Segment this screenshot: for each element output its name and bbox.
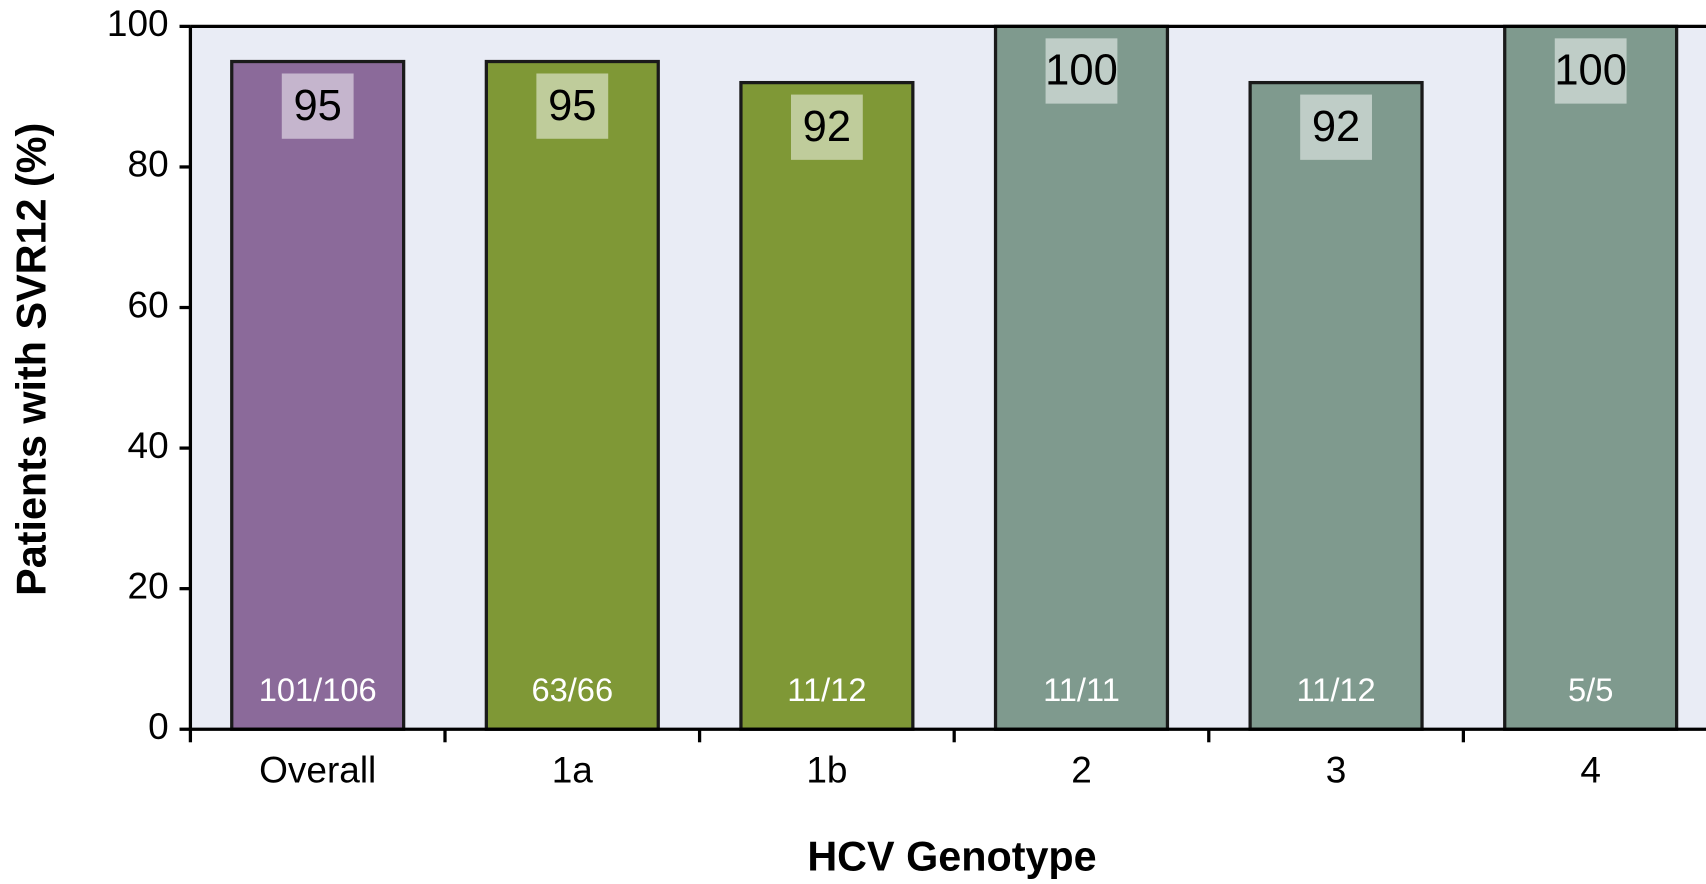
bar xyxy=(484,59,660,731)
x-tick-label: 3 xyxy=(1326,750,1347,791)
bar xyxy=(1248,80,1424,731)
count-label: 101/106 xyxy=(259,671,377,708)
x-tick-label: 2 xyxy=(1071,750,1092,791)
y-tick-label: 100 xyxy=(107,3,169,44)
value-label-box xyxy=(1554,38,1627,104)
bar xyxy=(739,80,915,731)
value-label-box xyxy=(281,73,354,139)
x-tick-label: 4 xyxy=(1580,750,1601,791)
count-label: 11/12 xyxy=(787,671,866,708)
bar xyxy=(230,59,406,731)
value-label: 100 xyxy=(1554,47,1627,95)
value-label: 95 xyxy=(548,82,596,130)
bar xyxy=(993,24,1170,731)
y-tick-label: 60 xyxy=(128,284,169,325)
value-label-box xyxy=(1045,38,1118,104)
x-axis-title: HCV Genotype xyxy=(807,834,1096,880)
x-tick-label: 1a xyxy=(552,750,594,791)
value-label: 92 xyxy=(803,103,851,151)
y-axis-title: Patients with SVR12 (%) xyxy=(9,123,55,596)
value-label: 92 xyxy=(1312,103,1360,151)
value-label: 100 xyxy=(1045,47,1118,95)
y-tick-label: 0 xyxy=(148,706,169,747)
count-label: 11/11 xyxy=(1043,671,1120,708)
value-label-box xyxy=(790,94,863,160)
value-label-box xyxy=(1300,94,1372,160)
count-label: 63/66 xyxy=(531,671,613,708)
plot-background xyxy=(190,26,1706,730)
value-label: 95 xyxy=(293,82,341,130)
y-tick-label: 80 xyxy=(128,144,169,185)
bar xyxy=(1503,24,1679,731)
x-tick-label: Overall xyxy=(259,750,376,791)
count-label: 5/5 xyxy=(1568,671,1613,708)
value-label-box xyxy=(536,73,609,139)
x-tick-label: 1b xyxy=(806,750,847,791)
count-label: 11/12 xyxy=(1296,671,1375,708)
y-tick-label: 40 xyxy=(128,425,169,466)
y-tick-label: 20 xyxy=(128,565,169,606)
